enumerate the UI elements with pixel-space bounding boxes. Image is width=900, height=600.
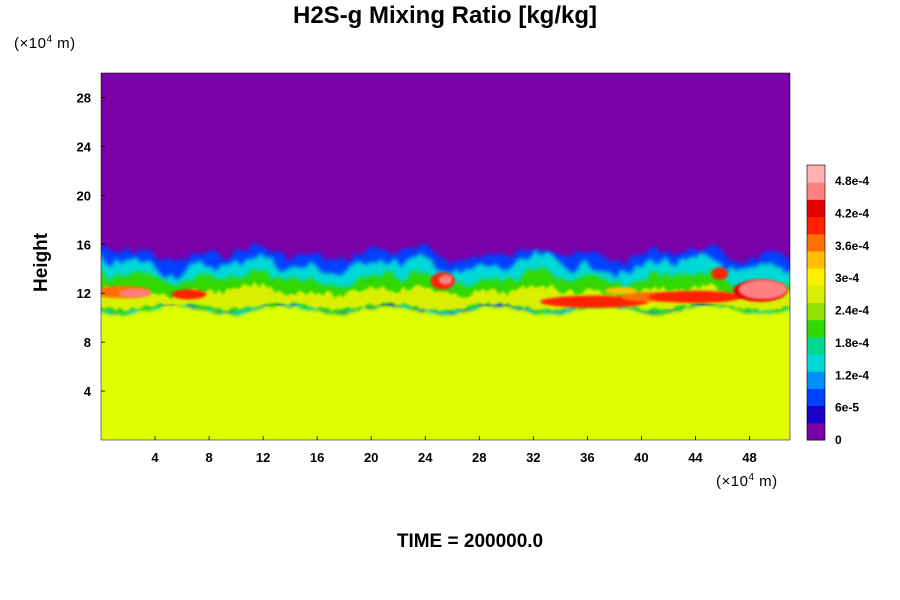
concentration-patch-5: [540, 295, 649, 308]
y-tick-label-1: 8: [84, 335, 91, 350]
concentration-patch-2: [171, 289, 207, 300]
y-tick-label-5: 24: [77, 139, 92, 154]
colorbar-tick-label-5: 3e-4: [835, 271, 859, 285]
colorbar-tick-label-0: 0: [835, 433, 842, 447]
x-tick-label-5: 24: [418, 450, 433, 465]
x-tick-label-2: 12: [256, 450, 270, 465]
y-tick-label-3: 16: [77, 237, 91, 252]
x-tick-label-6: 28: [472, 450, 486, 465]
x-tick-label-8: 36: [580, 450, 594, 465]
x-tick-label-1: 8: [205, 450, 212, 465]
x-tick-label-0: 4: [151, 450, 159, 465]
colorbar-segment-12: [807, 216, 825, 235]
colorbar-segment-13: [807, 199, 825, 218]
colorbar-segment-6: [807, 319, 825, 338]
plot-frame: [100, 72, 791, 441]
colorbar-segment-10: [807, 250, 825, 269]
concentration-patch-9: [738, 279, 788, 300]
x-unit-label: (×104 m): [716, 472, 778, 490]
concentration-patch-1: [118, 288, 151, 298]
y-tick-label-4: 20: [77, 188, 91, 203]
concentration-patch-11: [604, 287, 638, 295]
x-tick-label-3: 16: [310, 450, 324, 465]
colorbar-segment-4: [807, 354, 825, 372]
y-unit-label: (×104 m): [14, 34, 76, 52]
colorbar-segment-3: [807, 371, 825, 389]
colorbar-segment-7: [807, 302, 825, 321]
colorbar-segment-9: [807, 268, 825, 286]
x-tick-label-4: 20: [364, 450, 378, 465]
x-axis-ticks: 4 8 12 16 20 24 28 32 36 40 44 48: [151, 436, 757, 465]
concentration-patch-4: [438, 274, 453, 285]
x-tick-label-7: 32: [526, 450, 540, 465]
colorbar-segment-5: [807, 336, 825, 355]
field-lower: [101, 305, 790, 440]
colorbar-segment-0: [807, 422, 825, 441]
time-label: TIME = 200000.0: [396, 531, 544, 552]
concentration-patch-10: [711, 267, 728, 280]
colorbar: 0 6e-5 1.2e-4 1.8e-4 2.4e-4 3e-4 3.6e-4 4.2e-4 4…: [806, 164, 869, 447]
y-axis-ticks: 4 8 12 16 20 24 28: [77, 90, 105, 399]
colorbar-segment-8: [807, 285, 825, 303]
colorbar-tick-label-8: 4.8e-4: [835, 174, 869, 188]
y-tick-label-0: 4: [84, 384, 92, 399]
plot-area: [101, 73, 790, 440]
colorbar-segment-14: [807, 182, 825, 200]
colorbar-tick-label-3: 1.8e-4: [835, 336, 869, 350]
x-tick-label-11: 48: [742, 450, 756, 465]
colorbar-segment-2: [807, 388, 825, 407]
chart-title: H2S-g Mixing Ratio [kg/kg]: [292, 2, 597, 29]
colorbar-tick-label-6: 3.6e-4: [835, 239, 869, 253]
y-tick-label-2: 12: [77, 286, 91, 301]
y-tick-label-6: 28: [77, 90, 91, 105]
colorbar-segment-15: [807, 165, 825, 183]
colorbar-segment-1: [807, 405, 825, 424]
concentration-patch-7: [648, 290, 743, 303]
colorbar-tick-label-2: 1.2e-4: [835, 368, 869, 382]
colorbar-frame: [806, 164, 826, 441]
colorbar-tick-label-1: 6e-5: [835, 401, 859, 415]
colorbar-tick-label-7: 4.2e-4: [835, 207, 869, 221]
colorbar-segment-11: [807, 233, 825, 252]
colorbar-tick-label-4: 2.4e-4: [835, 304, 869, 318]
x-tick-label-10: 44: [688, 450, 703, 465]
x-tick-label-9: 40: [634, 450, 648, 465]
